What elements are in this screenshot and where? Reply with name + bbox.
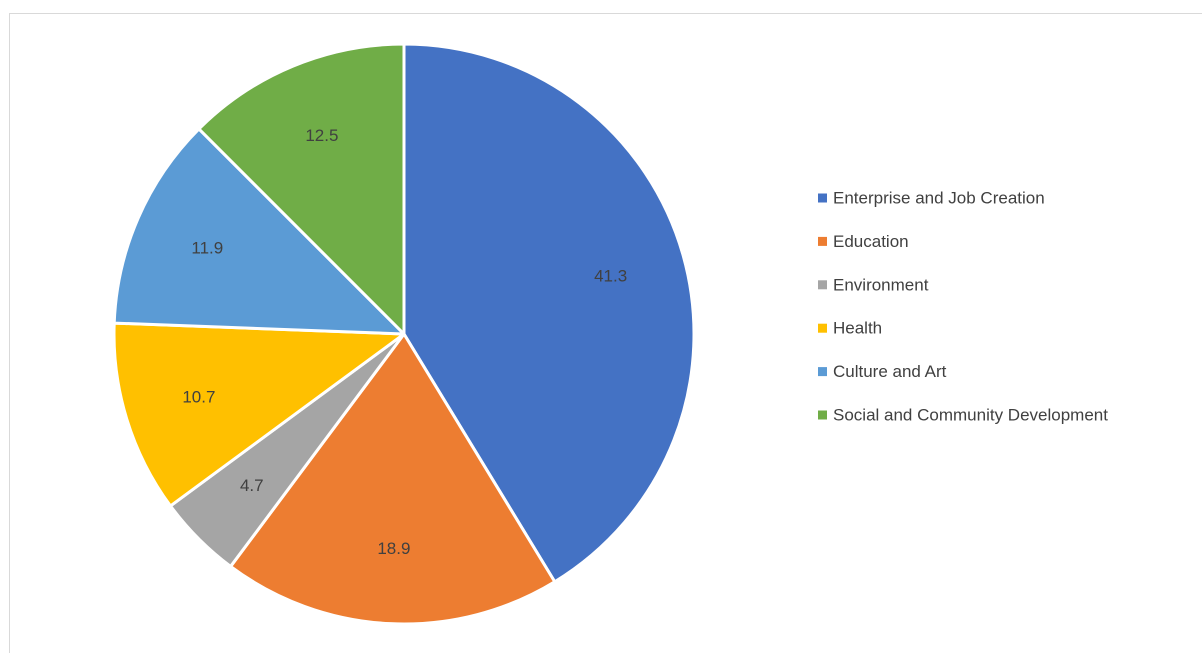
data-label-enterprise-and-job-creation: 41.3 — [594, 267, 627, 286]
data-label-environment: 4.7 — [240, 476, 264, 495]
legend-swatch-culture-and-art — [818, 367, 827, 377]
legend-label-health: Health — [833, 319, 882, 338]
legend: Enterprise and Job Creation Education Envi… — [818, 189, 1108, 425]
pie-slice-health — [112, 321, 406, 508]
legend-swatch-social-and-community-development — [818, 410, 827, 420]
pie-slice-education — [229, 332, 557, 626]
legend-swatch-environment — [818, 280, 827, 290]
legend-swatch-education — [818, 236, 827, 246]
data-label-culture-and-art: 11.9 — [191, 239, 223, 258]
data-label-social-and-community-development: 12.5 — [305, 126, 338, 145]
legend-label-culture-and-art: Culture and Art — [833, 362, 947, 381]
chart-frame — [9, 13, 1202, 653]
pie-slice-culture-and-art — [112, 127, 406, 336]
data-label-education: 18.9 — [377, 539, 410, 558]
pie-slice-enterprise-and-job-creation — [402, 42, 696, 584]
legend-swatch-health — [818, 323, 827, 333]
legend-swatch-enterprise-and-job-creation — [818, 193, 827, 203]
legend-label-environment: Environment — [833, 275, 929, 294]
pie-slices — [112, 42, 696, 626]
legend-label-enterprise-and-job-creation: Enterprise and Job Creation — [833, 189, 1045, 208]
pie-slice-social-and-community-development — [197, 42, 406, 336]
legend-label-education: Education — [833, 232, 909, 251]
legend-label-social-and-community-development: Social and Community Development — [833, 406, 1108, 425]
data-label-health: 10.7 — [182, 388, 215, 407]
pie-data-labels: 41.3 18.9 4.7 10.7 11.9 12.5 — [182, 126, 627, 558]
